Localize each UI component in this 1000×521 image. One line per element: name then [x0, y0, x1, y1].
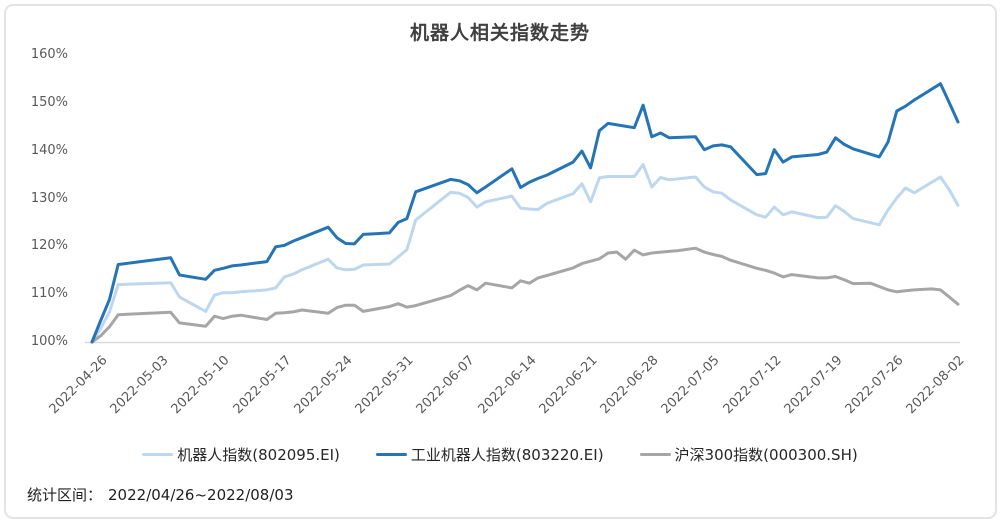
series-line-0: [90, 163, 960, 344]
stats-period-range: 2022/04/26~2022/08/03: [108, 486, 294, 504]
stats-period-label: 统计区间：: [27, 486, 103, 504]
legend-item-2: 沪深300指数(000300.SH): [639, 444, 858, 465]
y-tick-label: 160%: [30, 47, 68, 62]
chart-legend: 机器人指数(802095.EI) 工业机器人指数(803220.EI) 沪深300指…: [0, 444, 1000, 465]
series-line-1: [90, 82, 960, 344]
legend-label: 机器人指数(802095.EI): [177, 446, 340, 464]
legend-item-1: 工业机器人指数(803220.EI): [375, 444, 604, 465]
legend-line-marker: [639, 452, 671, 457]
y-tick-label: 100%: [30, 334, 68, 349]
series-line-2: [90, 246, 960, 344]
stats-period-caption: 统计区间： 2022/04/26~2022/08/03: [27, 484, 294, 505]
legend-label: 沪深300指数(000300.SH): [674, 446, 858, 464]
chart-card: [4, 4, 997, 519]
chart-title: 机器人相关指数走势: [409, 22, 590, 44]
y-tick-label: 140%: [30, 142, 68, 158]
legend-line-marker: [375, 452, 407, 457]
legend-item-0: 机器人指数(802095.EI): [142, 444, 340, 465]
legend-label: 工业机器人指数(803220.EI): [410, 446, 604, 464]
y-tick-label: 130%: [30, 190, 68, 206]
y-tick-label: 110%: [30, 286, 68, 302]
y-tick-label: 150%: [30, 94, 68, 110]
y-tick-label: 120%: [30, 238, 68, 254]
legend-line-marker: [142, 452, 174, 457]
